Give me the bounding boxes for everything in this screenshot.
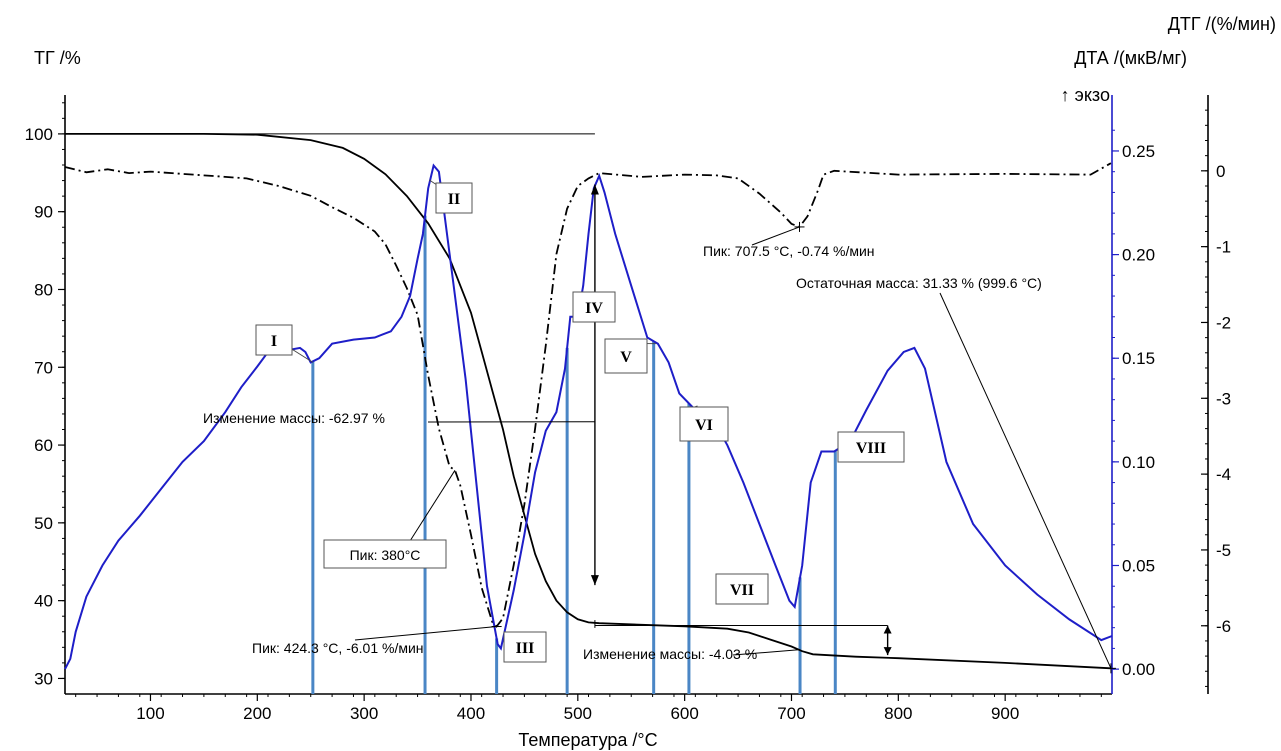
- dta-tick-label: 0.25: [1122, 142, 1155, 161]
- stage-label-I: I: [271, 333, 277, 350]
- x-tick-label: 300: [350, 704, 378, 723]
- stage-label-box: [435, 182, 473, 214]
- stage-label-VII: VII: [730, 582, 754, 599]
- residual-leader: [939, 292, 1112, 669]
- stage-label-box: [715, 573, 769, 605]
- dta-tick-label: 0.00: [1122, 660, 1155, 679]
- stage-label-box: [679, 406, 729, 442]
- stage-label-V: V: [620, 349, 632, 366]
- ticks: 100 200 300 400 500 600 700 800 9003040506070809…: [25, 102, 1231, 723]
- x-tick-label: 800: [884, 704, 912, 723]
- mass-change-leader-2: [732, 649, 801, 656]
- stage-label-IV: IV: [585, 300, 603, 317]
- mass-change-label-2: Изменение массы: -4.03 %: [583, 646, 757, 662]
- x-tick-label: 500: [564, 704, 592, 723]
- tg-tick-label: 80: [34, 280, 53, 299]
- dta-tick-label: 0.20: [1122, 246, 1155, 265]
- dta-tick-label: 0.10: [1122, 453, 1155, 472]
- tg-tick-label: 40: [34, 592, 53, 611]
- dtg-tick-label: -4: [1216, 465, 1231, 484]
- dtg-curve: [64, 162, 1112, 628]
- tg-axis-title: ТГ /%: [34, 48, 81, 68]
- tg-tick-label: 100: [25, 125, 53, 144]
- stage-label-box: [572, 291, 616, 323]
- tg-curve: [65, 133, 1111, 670]
- residual-mass-label: Остаточная масса: 31.33 % (999.6 °C): [796, 275, 1042, 291]
- dtg-tick-label: -1: [1216, 238, 1231, 257]
- arrow-head-2-down: [883, 647, 892, 656]
- peak-424-label: Пик: 424.3 °C, -6.01 %/мин: [252, 640, 424, 656]
- x-tick-label: 600: [670, 704, 698, 723]
- stage-label-box: [255, 324, 293, 356]
- annotation-leaders: [65, 133, 1116, 674]
- stage-label-box: [604, 338, 648, 374]
- stage-label-box: [503, 631, 547, 663]
- tg-tick-label: 30: [34, 669, 53, 688]
- exo-arrow-label: ↑ экзо: [1061, 85, 1110, 105]
- stage-label-III: III: [516, 640, 535, 657]
- tg-tick-label: 90: [34, 203, 53, 222]
- peak-707-leader: [751, 226, 800, 246]
- tg-tick-label: 50: [34, 514, 53, 533]
- stage-label-VIII: VIII: [856, 440, 886, 457]
- x-tick-label: 700: [777, 704, 805, 723]
- x-tick-label: 400: [457, 704, 485, 723]
- peak-380-box: Пик: 380°C: [323, 539, 447, 569]
- x-tick-label: 200: [243, 704, 271, 723]
- peak-707-label: Пик: 707.5 °C, -0.74 %/мин: [703, 243, 875, 259]
- x-axis-title: Температура /°C: [518, 730, 657, 750]
- dtg-axis-title: ДТГ /(%/мин): [1168, 14, 1276, 34]
- stage-label-box: [837, 431, 905, 463]
- x-tick-label: 100: [136, 704, 164, 723]
- tg-tick-label: 60: [34, 436, 53, 455]
- dta-tick-label: 0.05: [1122, 556, 1155, 575]
- peak-380-leader: [409, 470, 456, 542]
- tg-tick-label: 70: [34, 358, 53, 377]
- arrow-head-2-up: [883, 625, 892, 634]
- dtg-tick-label: -6: [1216, 617, 1231, 636]
- dta-axis-title: ДТА /(мкВ/мг): [1074, 48, 1187, 68]
- mass-change-label-1: Изменение массы: -62.97 %: [203, 410, 385, 426]
- arrow-head-down: [590, 575, 599, 586]
- stage-label-II: II: [448, 191, 460, 208]
- stage-marker-lines: [311, 215, 837, 694]
- dtg-tick-label: 0: [1216, 162, 1225, 181]
- dtg-tick-label: -3: [1216, 389, 1231, 408]
- peak-424-leader: [354, 626, 497, 641]
- arrow-head-up: [590, 184, 599, 195]
- dta-tick-label: 0.15: [1122, 349, 1155, 368]
- x-tick-label: 900: [991, 704, 1019, 723]
- series: [64, 133, 1113, 670]
- dtg-tick-label: -5: [1216, 541, 1231, 560]
- peak-380-label: Пик: 380°C: [350, 547, 421, 563]
- dtg-tick-label: -2: [1216, 313, 1231, 332]
- stage-label-VI: VI: [695, 417, 713, 434]
